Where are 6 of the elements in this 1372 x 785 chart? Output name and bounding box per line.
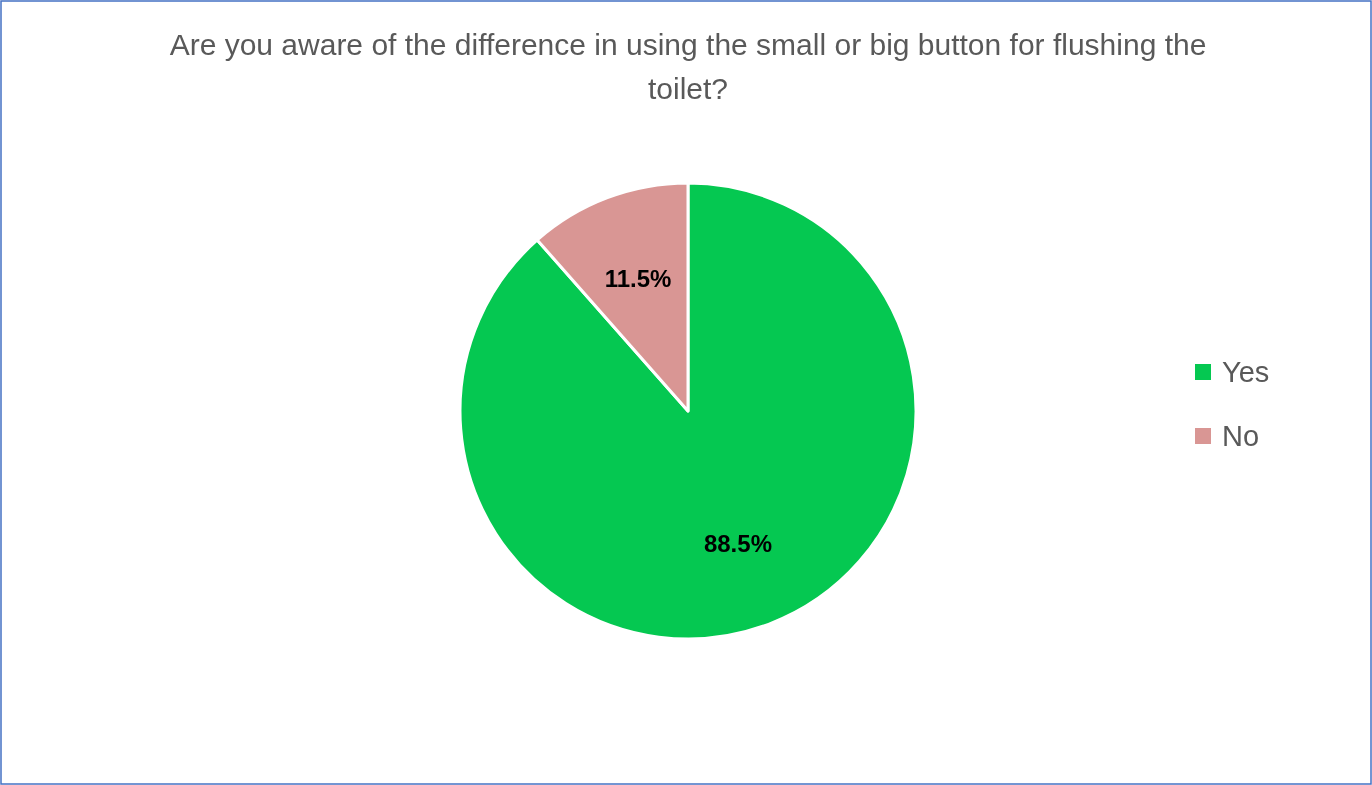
data-label: 88.5% [703, 529, 772, 557]
legend-label: No [1222, 420, 1260, 452]
legend-label: Yes [1222, 356, 1270, 388]
data-label: 11.5% [604, 265, 672, 293]
pie-slice [458, 181, 918, 641]
chart-title: Are you aware of the difference in using the small or big button for flushing the toilet? [169, 28, 1207, 105]
